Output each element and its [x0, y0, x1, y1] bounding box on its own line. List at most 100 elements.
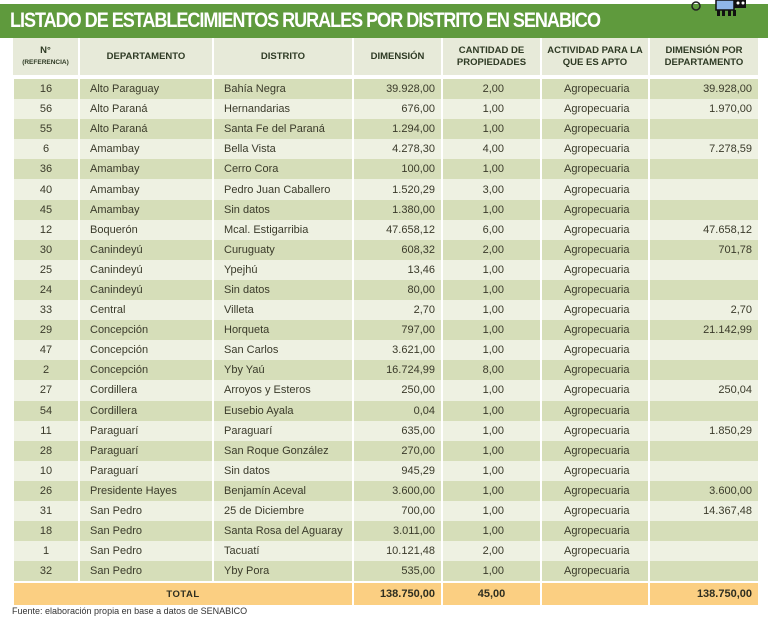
cell-ref: 24: [12, 279, 79, 301]
cell-cantidad: 2,00: [441, 541, 541, 562]
cell-ref: 1: [12, 541, 79, 562]
title-bar: LISTADO DE ESTABLECIMIENTOS RURALES POR …: [0, 4, 768, 38]
cell-ref: 12: [12, 219, 79, 240]
cell-actividad: Agropecuaria: [540, 139, 649, 160]
cell-dim-depto: [648, 521, 758, 542]
cell-actividad: Agropecuaria: [540, 119, 649, 140]
cell-ref: 56: [12, 99, 79, 120]
table-row: 11 Paraguarí Paraguarí 635,00 1,00 Agropecuar…: [12, 420, 758, 441]
cell-departamento: Cordillera: [78, 400, 213, 421]
cell-dimension: 1.294,00: [352, 119, 442, 140]
total-dim-depto: 138.750,00: [648, 581, 758, 606]
cell-distrito: Hernandarias: [212, 99, 353, 120]
cell-ref: 32: [12, 561, 79, 583]
cell-distrito: Sin datos: [212, 460, 353, 481]
cell-cantidad: 1,00: [441, 480, 541, 501]
total-label: TOTAL: [12, 581, 353, 606]
table-row: 45 Amambay Sin datos 1.380,00 1,00 Agropecuar…: [12, 199, 758, 220]
cell-cantidad: 1,00: [441, 521, 541, 542]
cell-dim-depto: [648, 561, 758, 583]
cell-ref: 40: [12, 179, 79, 200]
cell-departamento: Amambay: [78, 159, 213, 180]
cell-distrito: Tacuatí: [212, 541, 353, 562]
cell-cantidad: 3,00: [441, 179, 541, 200]
cell-ref: 16: [12, 77, 79, 100]
cell-departamento: Central: [78, 300, 213, 321]
table-row: 47 Concepción San Carlos 3.621,00 1,00 Agrope…: [12, 340, 758, 361]
cell-ref: 27: [12, 380, 79, 401]
cell-dimension: 13,46: [352, 259, 442, 280]
cell-dim-depto: [648, 460, 758, 481]
cell-cantidad: 1,00: [441, 99, 541, 120]
cell-departamento: Alto Paraná: [78, 99, 213, 120]
cell-actividad: Agropecuaria: [540, 420, 649, 441]
cell-distrito: Arroyos y Esteros: [212, 380, 353, 401]
cell-dim-depto: [648, 440, 758, 461]
cell-cantidad: 1,00: [441, 119, 541, 140]
cell-ref: 47: [12, 340, 79, 361]
cell-cantidad: 1,00: [441, 400, 541, 421]
cell-ref: 36: [12, 159, 79, 180]
header-departamento: DEPARTAMENTO: [78, 38, 213, 79]
cell-dim-depto: [648, 360, 758, 381]
cell-dim-depto: [648, 199, 758, 220]
establishments-table: N° (REFERENCIA) DEPARTAMENTO DISTRITO DIM…: [12, 38, 758, 606]
cell-cantidad: 8,00: [441, 360, 541, 381]
cell-departamento: Concepción: [78, 360, 213, 381]
cell-cantidad: 1,00: [441, 460, 541, 481]
table-row: 1 San Pedro Tacuatí 10.121,48 2,00 Agropecuar…: [12, 541, 758, 562]
cell-actividad: Agropecuaria: [540, 99, 649, 120]
cell-distrito: Horqueta: [212, 320, 353, 341]
cell-departamento: San Pedro: [78, 541, 213, 562]
header-actividad: ACTIVIDAD PARA LA QUE ES APTO: [540, 38, 649, 79]
cell-distrito: Benjamín Aceval: [212, 480, 353, 501]
cell-dim-depto: [648, 400, 758, 421]
cell-dim-depto: [648, 119, 758, 140]
cell-dim-depto: 21.142,99: [648, 320, 758, 341]
cell-distrito: Bahía Negra: [212, 77, 353, 100]
cell-cantidad: 4,00: [441, 139, 541, 160]
total-row: TOTAL 138.750,00 45,00 138.750,00: [12, 581, 758, 606]
cell-departamento: Alto Paraguay: [78, 77, 213, 100]
cell-dimension: 797,00: [352, 320, 442, 341]
cell-dim-depto: 14.367,48: [648, 500, 758, 522]
cell-dimension: 0,04: [352, 400, 442, 421]
cell-dimension: 608,32: [352, 239, 442, 260]
cell-dimension: 80,00: [352, 279, 442, 301]
cell-cantidad: 1,00: [441, 259, 541, 280]
cell-actividad: Agropecuaria: [540, 219, 649, 240]
cell-actividad: Agropecuaria: [540, 77, 649, 100]
header-dim-depto: DIMENSIÓN POR DEPARTAMENTO: [648, 38, 758, 79]
cell-dimension: 39.928,00: [352, 77, 442, 100]
cell-departamento: San Pedro: [78, 521, 213, 542]
cell-distrito: Yby Yaú: [212, 360, 353, 381]
table-row: 26 Presidente Hayes Benjamín Aceval 3.600,0…: [12, 480, 758, 501]
cell-dimension: 700,00: [352, 500, 442, 522]
cell-distrito: Santa Fe del Paraná: [212, 119, 353, 140]
cell-actividad: Agropecuaria: [540, 360, 649, 381]
cell-actividad: Agropecuaria: [540, 400, 649, 421]
cell-departamento: Alto Paraná: [78, 119, 213, 140]
cell-distrito: Pedro Juan Caballero: [212, 179, 353, 200]
cell-cantidad: 1,00: [441, 561, 541, 583]
cell-dim-depto: [648, 541, 758, 562]
cell-ref: 6: [12, 139, 79, 160]
cell-actividad: Agropecuaria: [540, 239, 649, 260]
cell-actividad: Agropecuaria: [540, 541, 649, 562]
cell-distrito: Mcal. Estigarribia: [212, 219, 353, 240]
cell-departamento: Presidente Hayes: [78, 480, 213, 501]
cell-actividad: Agropecuaria: [540, 500, 649, 522]
table-row: 54 Cordillera Eusebio Ayala 0,04 1,00 Agropec…: [12, 400, 758, 421]
cell-actividad: Agropecuaria: [540, 199, 649, 220]
cell-dimension: 676,00: [352, 99, 442, 120]
cell-actividad: Agropecuaria: [540, 279, 649, 301]
cell-ref: 31: [12, 500, 79, 522]
table-row: 40 Amambay Pedro Juan Caballero 1.520,29 3,0…: [12, 179, 758, 200]
table-row: 24 Canindeyú Sin datos 80,00 1,00 Agropecuari…: [12, 279, 758, 301]
cell-dim-depto: [648, 259, 758, 280]
cell-departamento: Concepción: [78, 320, 213, 341]
cell-dim-depto: [648, 279, 758, 301]
cell-departamento: San Pedro: [78, 561, 213, 583]
table-header-row: N° (REFERENCIA) DEPARTAMENTO DISTRITO DIM…: [13, 38, 758, 79]
cell-distrito: Sin datos: [212, 199, 353, 220]
